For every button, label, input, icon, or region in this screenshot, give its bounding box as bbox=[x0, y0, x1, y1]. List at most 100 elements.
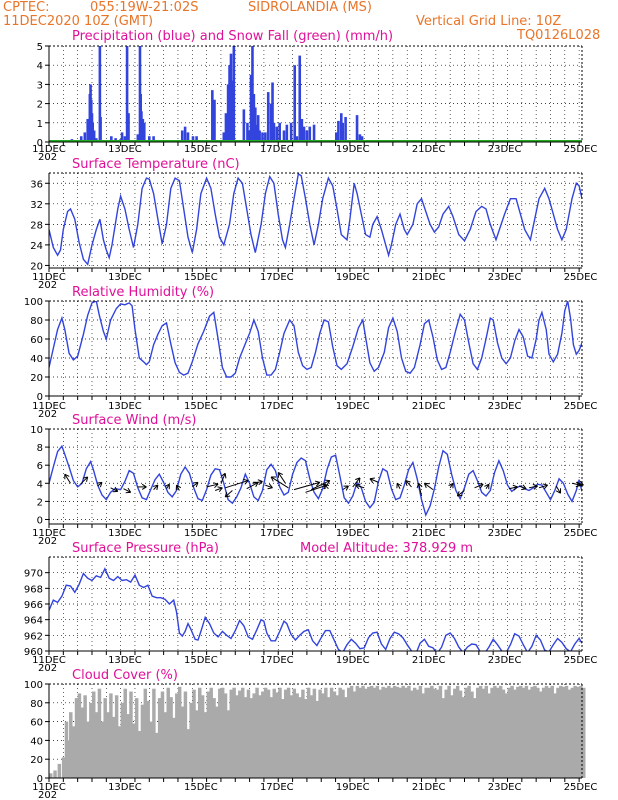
precip-xtick-label: 11DEC bbox=[32, 144, 66, 155]
cloud-bar bbox=[421, 693, 425, 778]
wind-arrow-head bbox=[152, 484, 159, 491]
precip-bar bbox=[91, 122, 95, 142]
precip-xtick-label: 21DEC bbox=[412, 144, 446, 155]
pres-ytick-label: 970 bbox=[24, 569, 43, 580]
cloud-title: Cloud Cover (%) bbox=[72, 668, 178, 683]
precip-bar bbox=[251, 46, 254, 142]
cloud-bar bbox=[547, 687, 552, 778]
cloud-bar bbox=[364, 688, 368, 778]
rh-xtick-label: 21DEC bbox=[412, 401, 446, 412]
pres-year-stub: 202 bbox=[38, 663, 57, 674]
pres-title: Surface Pressure (hPa) bbox=[72, 541, 219, 556]
cloud-bar bbox=[341, 689, 345, 778]
cloud-bar bbox=[430, 685, 434, 778]
cloud-bar bbox=[309, 695, 314, 778]
cloud-bar bbox=[493, 685, 497, 778]
rh-xtick-label: 23DEC bbox=[488, 401, 522, 412]
cloud-bar bbox=[390, 687, 394, 778]
cloud-bar bbox=[418, 685, 423, 778]
precip-bar bbox=[272, 122, 276, 142]
cloud-bar bbox=[109, 693, 113, 778]
wind-arrow-head bbox=[512, 484, 518, 491]
pres-xtick-label: 15DEC bbox=[184, 655, 218, 666]
cloud-bar bbox=[415, 689, 420, 778]
wind-arrow-shaft bbox=[277, 472, 286, 484]
cloud-bar bbox=[553, 693, 557, 778]
cloud-bar bbox=[464, 687, 468, 778]
rh-year-stub: 202 bbox=[38, 409, 57, 420]
precip-bar bbox=[120, 132, 124, 142]
cloud-xtick-label: 17DEC bbox=[260, 782, 294, 793]
wind-arrow-head bbox=[64, 473, 70, 480]
rh-title: Relative Humidity (%) bbox=[72, 285, 214, 300]
wind-arrow-head bbox=[324, 479, 331, 486]
coords-label: 055:19W-21:02S bbox=[90, 0, 199, 15]
cloud-bar bbox=[263, 687, 268, 778]
wind-arrow-shaft bbox=[293, 481, 320, 491]
precip-bar bbox=[298, 55, 302, 142]
precip-bar bbox=[232, 46, 236, 142]
cloud-bar bbox=[86, 721, 90, 778]
cloud-bar bbox=[312, 688, 317, 778]
cloud-bar bbox=[77, 693, 82, 778]
pres-xtick-label: 19DEC bbox=[336, 655, 370, 666]
cloud-bar bbox=[395, 686, 400, 778]
code-label: TQ0126L028 bbox=[517, 28, 601, 43]
cloud-bar bbox=[536, 687, 540, 778]
cloud-bar bbox=[550, 685, 554, 778]
cloud-xtick-label: 13DEC bbox=[108, 782, 142, 793]
cloud-bar bbox=[544, 685, 549, 778]
wind-arrow-shaft bbox=[123, 488, 131, 493]
cloud-bar bbox=[80, 707, 84, 778]
precip-bar bbox=[255, 124, 259, 142]
cloud-bar bbox=[496, 687, 500, 778]
wind-arrow-head bbox=[578, 480, 584, 487]
cloud-bar bbox=[120, 702, 125, 778]
cloud-bar bbox=[189, 702, 193, 778]
wind-arrow-head bbox=[314, 480, 321, 487]
cloud-bar bbox=[467, 685, 471, 778]
cloud-bar bbox=[424, 687, 428, 778]
wind-arrow-head bbox=[343, 485, 349, 491]
precip-xtick-label: 17DEC bbox=[260, 144, 294, 155]
precip-bar bbox=[99, 117, 102, 142]
cloud-bar bbox=[252, 693, 256, 778]
precip-bar bbox=[222, 132, 226, 142]
wind-ytick-label: 2 bbox=[37, 497, 43, 508]
rh-ytick-label: 100 bbox=[24, 297, 43, 308]
cloud-bar bbox=[172, 717, 176, 778]
precip-bar bbox=[127, 113, 130, 142]
wind-arrow-shaft bbox=[474, 483, 484, 489]
cloud-bar bbox=[392, 685, 397, 778]
cloud-bar bbox=[175, 693, 179, 778]
cloud-bar bbox=[576, 686, 580, 778]
pres-ytick-label: 962 bbox=[24, 631, 43, 642]
wind-arrow-head bbox=[277, 471, 283, 478]
wind-arrow-shaft bbox=[305, 484, 328, 493]
wind-arrow-head bbox=[396, 482, 402, 489]
wind-arrow-head bbox=[192, 481, 199, 488]
wind-arrow-shaft bbox=[176, 484, 180, 491]
cloud-ytick-label: 40 bbox=[30, 736, 43, 747]
cloud-bar bbox=[564, 685, 569, 778]
wind-arrow-shaft bbox=[252, 480, 263, 484]
wind-series-line bbox=[49, 444, 582, 517]
cloud-bar bbox=[344, 697, 348, 778]
cloud-bar bbox=[140, 704, 145, 778]
cloud-bar bbox=[71, 726, 76, 778]
temp-xtick-label: 17DEC bbox=[260, 272, 294, 283]
wind-arrow-head bbox=[416, 482, 423, 489]
cloud-bar bbox=[195, 710, 199, 778]
cloud-bar bbox=[404, 687, 408, 778]
cloud-bar bbox=[240, 687, 245, 778]
precip-bar bbox=[266, 92, 270, 142]
precip-bar bbox=[110, 136, 113, 142]
precip-bar bbox=[195, 136, 198, 142]
cloud-bar bbox=[447, 685, 451, 778]
precip-bar bbox=[271, 82, 274, 142]
wind-arrow-shaft bbox=[518, 485, 527, 490]
wind-arrow-head bbox=[257, 479, 263, 486]
cloud-bar bbox=[53, 770, 57, 778]
wind-year-stub: 202 bbox=[38, 536, 57, 547]
wind-xtick-label: 19DEC bbox=[336, 528, 370, 539]
